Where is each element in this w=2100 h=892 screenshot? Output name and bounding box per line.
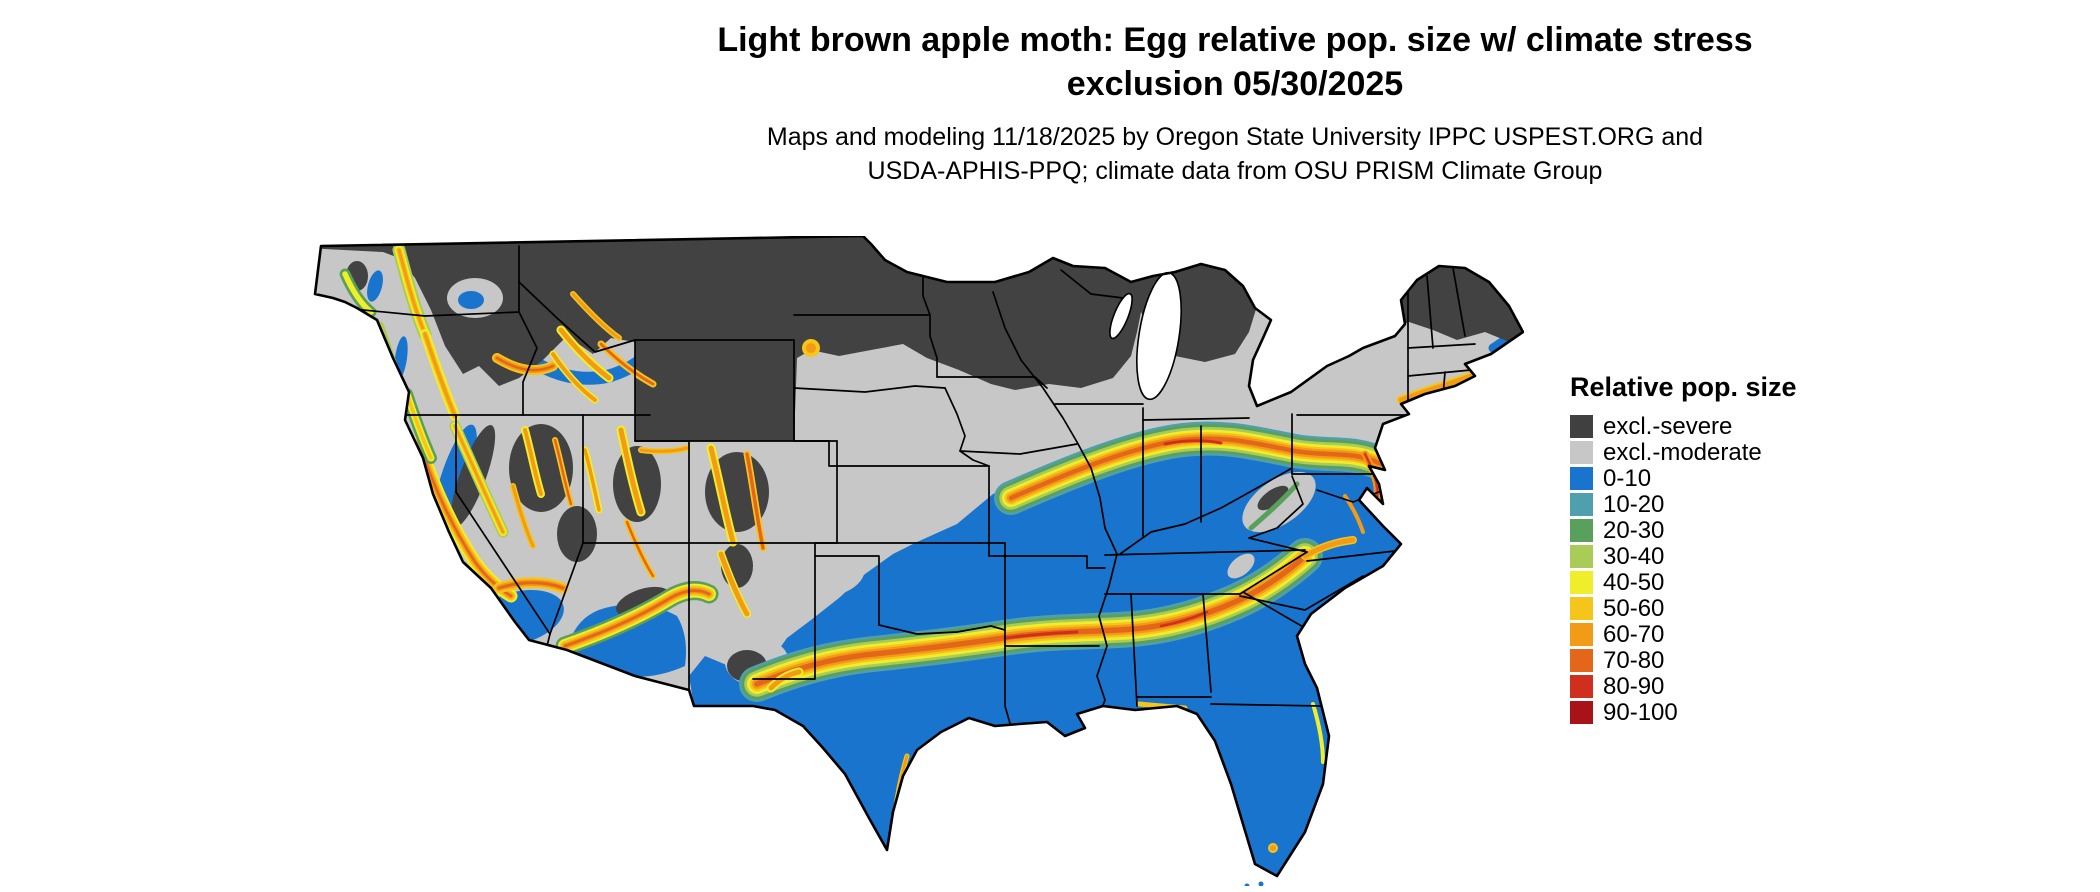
legend-swatch (1570, 701, 1593, 724)
subtitle: Maps and modeling 11/18/2025 by Oregon S… (360, 120, 2100, 188)
legend-swatch (1570, 597, 1593, 620)
legend-label: 30-40 (1603, 543, 1665, 570)
map-figure (305, 234, 1525, 889)
legend-item: 80-90 (1570, 673, 1797, 700)
title-line-2: exclusion 05/30/2025 (1066, 65, 1404, 103)
title-line-1: Light brown apple moth: Egg relative pop… (717, 21, 1753, 59)
legend-label: 90-100 (1603, 699, 1678, 726)
legend-swatch (1570, 571, 1593, 594)
legend-item: 40-50 (1570, 569, 1797, 596)
legend-swatch (1570, 441, 1593, 464)
legend-item: excl.-severe (1570, 413, 1797, 440)
legend-label: 0-10 (1603, 465, 1652, 492)
legend-label: 60-70 (1603, 621, 1665, 648)
subtitle-line-1: Maps and modeling 11/18/2025 by Oregon S… (766, 123, 1704, 151)
green-bay (1109, 292, 1133, 340)
legend-swatch (1570, 519, 1593, 542)
legend-item: excl.-moderate (1570, 439, 1797, 466)
legend-item: 10-20 (1570, 491, 1797, 518)
legend-label: 80-90 (1603, 673, 1665, 700)
legend-swatch (1570, 675, 1593, 698)
legend-swatch (1570, 467, 1593, 490)
legend-swatch (1570, 545, 1593, 568)
header: Light brown apple moth: Egg relative pop… (360, 18, 2100, 188)
legend-label: 70-80 (1603, 647, 1665, 674)
legend: Relative pop. size excl.-severe excl.-mo… (1570, 372, 1797, 727)
legend-item: 90-100 (1570, 699, 1797, 726)
legend-label: excl.-severe (1603, 413, 1733, 440)
legend-label: 10-20 (1603, 491, 1665, 518)
great-lakes (1109, 271, 1182, 401)
legend-item: 50-60 (1570, 595, 1797, 622)
florida-keys (1258, 881, 1264, 887)
legend-label: 50-60 (1603, 595, 1665, 622)
legend-item: 20-30 (1570, 517, 1797, 544)
legend-item: 30-40 (1570, 543, 1797, 570)
legend-item: 60-70 (1570, 621, 1797, 648)
legend-swatch (1570, 649, 1593, 672)
legend-item: 0-10 (1570, 465, 1797, 492)
legend-label: 20-30 (1603, 517, 1665, 544)
page-title: Light brown apple moth: Egg relative pop… (360, 18, 2100, 106)
legend-title: Relative pop. size (1570, 372, 1797, 402)
legend-swatch (1570, 623, 1593, 646)
legend-label: excl.-moderate (1603, 439, 1762, 466)
legend-swatch (1570, 493, 1593, 516)
population-bands (345, 250, 1471, 853)
subtitle-line-2: USDA-APHIS-PPQ; climate data from OSU PR… (867, 157, 1603, 185)
legend-label: 40-50 (1603, 569, 1665, 596)
legend-item: 70-80 (1570, 647, 1797, 674)
us-map (313, 234, 1525, 889)
legend-swatch (1570, 415, 1593, 438)
